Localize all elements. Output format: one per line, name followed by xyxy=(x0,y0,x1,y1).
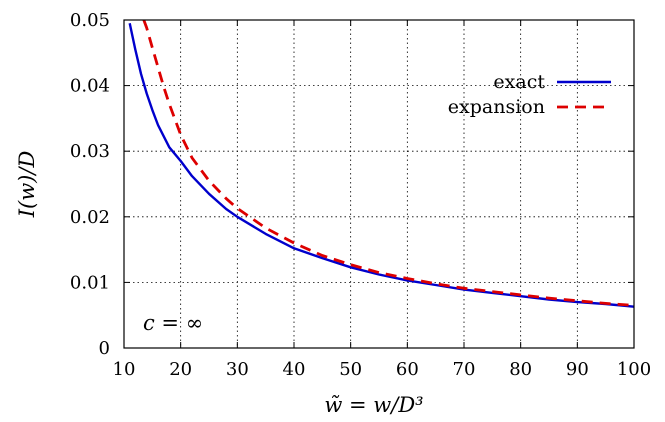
y-axis-label: I(w)/D xyxy=(15,151,39,219)
grid xyxy=(124,20,634,348)
tick-layer: 10 20 30 40 50 60 70 80 90 100 0 0.01 0.02 0.03 0.04 0.… xyxy=(70,10,651,380)
y-tick-label: 0.01 xyxy=(70,272,110,293)
x-tick-label: 60 xyxy=(396,359,419,380)
x-tick-label: 100 xyxy=(617,359,651,380)
y-tick-label: 0.03 xyxy=(70,141,110,162)
x-tick-label: 90 xyxy=(566,359,589,380)
x-tick-label: 30 xyxy=(226,359,249,380)
y-tick-label: 0.02 xyxy=(70,207,110,228)
plot-frame xyxy=(123,19,635,349)
y-tick-label: 0.04 xyxy=(70,76,110,97)
annotation-c-infinity: c = ∞ xyxy=(143,311,203,335)
series-layer xyxy=(128,19,635,308)
legend: exact expansion xyxy=(448,71,611,118)
series-line-exact xyxy=(128,23,635,308)
x-tick-label: 40 xyxy=(283,359,306,380)
legend-label-exact: exact xyxy=(493,71,545,93)
series-line-expansion xyxy=(142,19,635,307)
x-tick-label: 80 xyxy=(509,359,532,380)
y-tick-label: 0 xyxy=(99,338,110,359)
x-tick-label: 20 xyxy=(169,359,192,380)
x-axis-label: w̃ = w/D³ xyxy=(324,393,423,417)
x-tick-label: 10 xyxy=(113,359,136,380)
x-tick-label: 70 xyxy=(453,359,476,380)
legend-label-expansion: expansion xyxy=(448,96,545,118)
x-tick-label: 50 xyxy=(339,359,362,380)
y-tick-label: 0.05 xyxy=(70,10,110,31)
